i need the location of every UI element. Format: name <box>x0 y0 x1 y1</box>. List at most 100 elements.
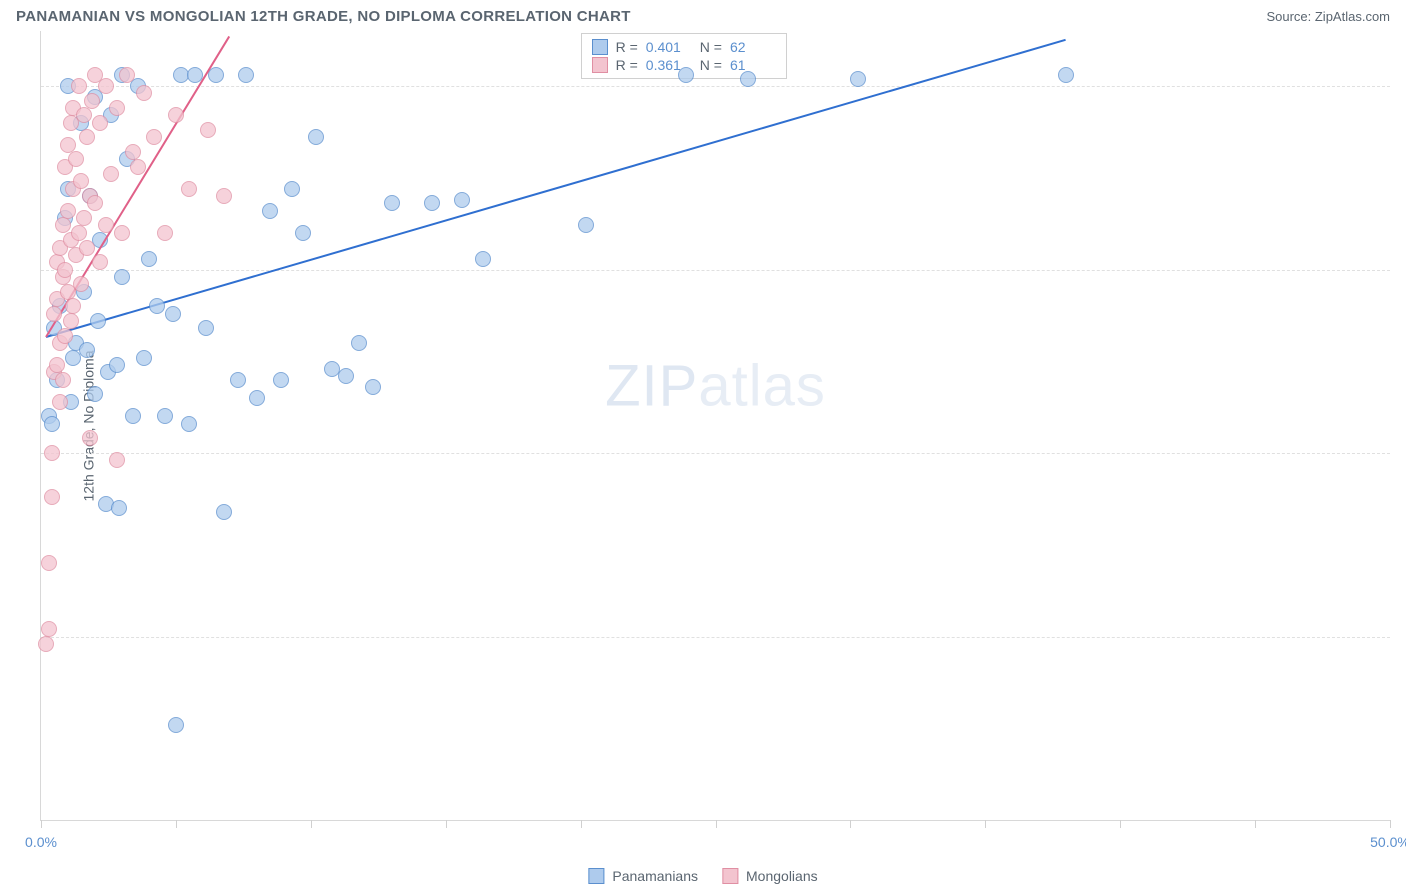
y-axis-label: 12th Grade, No Diploma <box>80 350 96 501</box>
chart-area: ZIPatlas 12th Grade, No Diploma R =0.401… <box>40 31 1390 821</box>
data-point <box>216 188 232 204</box>
data-point <box>384 195 400 211</box>
data-point <box>109 100 125 116</box>
data-point <box>55 217 71 233</box>
x-tick <box>41 820 42 828</box>
data-point <box>87 386 103 402</box>
data-point <box>295 225 311 241</box>
data-point <box>208 67 224 83</box>
data-point <box>57 328 73 344</box>
legend-swatch <box>592 57 608 73</box>
data-point <box>181 416 197 432</box>
data-point <box>73 173 89 189</box>
data-point <box>365 379 381 395</box>
data-point <box>284 181 300 197</box>
data-point <box>338 368 354 384</box>
chart-source: Source: ZipAtlas.com <box>1266 9 1390 24</box>
data-point <box>119 67 135 83</box>
data-point <box>136 350 152 366</box>
data-point <box>109 452 125 468</box>
data-point <box>114 225 130 241</box>
stat-n-label: N = <box>700 39 722 55</box>
data-point <box>146 129 162 145</box>
series-legend: Panamanians Mongolians <box>588 868 817 884</box>
data-point <box>98 78 114 94</box>
data-point <box>136 85 152 101</box>
data-point <box>308 129 324 145</box>
data-point <box>475 251 491 267</box>
data-point <box>44 416 60 432</box>
data-point <box>850 71 866 87</box>
x-tick <box>311 820 312 828</box>
data-point <box>157 408 173 424</box>
x-tick <box>1255 820 1256 828</box>
data-point <box>103 166 119 182</box>
gridline-h <box>41 637 1390 638</box>
data-point <box>109 357 125 373</box>
data-point <box>49 357 65 373</box>
data-point <box>200 122 216 138</box>
series-legend-item: Mongolians <box>722 868 818 884</box>
data-point <box>238 67 254 83</box>
stat-r-label: R = <box>616 57 638 73</box>
data-point <box>273 372 289 388</box>
data-point <box>38 636 54 652</box>
data-point <box>351 335 367 351</box>
series-legend-item: Panamanians <box>588 868 698 884</box>
gridline-h <box>41 270 1390 271</box>
data-point <box>216 504 232 520</box>
data-point <box>157 225 173 241</box>
x-tick <box>581 820 582 828</box>
stat-r-label: R = <box>616 39 638 55</box>
x-tick <box>850 820 851 828</box>
legend-swatch <box>722 868 738 884</box>
data-point <box>114 269 130 285</box>
data-point <box>71 78 87 94</box>
data-point <box>52 394 68 410</box>
watermark: ZIPatlas <box>605 353 826 420</box>
data-point <box>262 203 278 219</box>
data-point <box>125 144 141 160</box>
data-point <box>60 203 76 219</box>
data-point <box>678 67 694 83</box>
gridline-h <box>41 453 1390 454</box>
data-point <box>79 129 95 145</box>
data-point <box>168 717 184 733</box>
data-point <box>76 210 92 226</box>
x-tick-label: 0.0% <box>25 834 57 850</box>
data-point <box>73 276 89 292</box>
x-tick-label: 50.0% <box>1370 834 1406 850</box>
data-point <box>65 298 81 314</box>
data-point <box>90 313 106 329</box>
plot-region: ZIPatlas 12th Grade, No Diploma R =0.401… <box>40 31 1390 821</box>
data-point <box>111 500 127 516</box>
data-point <box>454 192 470 208</box>
series-legend-label: Panamanians <box>612 868 698 884</box>
data-point <box>92 115 108 131</box>
data-point <box>87 195 103 211</box>
data-point <box>76 107 92 123</box>
data-point <box>41 621 57 637</box>
x-tick <box>716 820 717 828</box>
data-point <box>1058 67 1074 83</box>
stat-n-value: 62 <box>730 39 776 55</box>
data-point <box>149 298 165 314</box>
data-point <box>82 430 98 446</box>
data-point <box>92 254 108 270</box>
x-tick <box>985 820 986 828</box>
legend-swatch <box>592 39 608 55</box>
x-tick <box>176 820 177 828</box>
data-point <box>60 137 76 153</box>
data-point <box>71 225 87 241</box>
data-point <box>198 320 214 336</box>
data-point <box>130 159 146 175</box>
data-point <box>63 313 79 329</box>
data-point <box>68 151 84 167</box>
x-tick <box>446 820 447 828</box>
data-point <box>84 93 100 109</box>
data-point <box>46 306 62 322</box>
data-point <box>141 251 157 267</box>
data-point <box>165 306 181 322</box>
data-point <box>44 489 60 505</box>
data-point <box>55 372 71 388</box>
